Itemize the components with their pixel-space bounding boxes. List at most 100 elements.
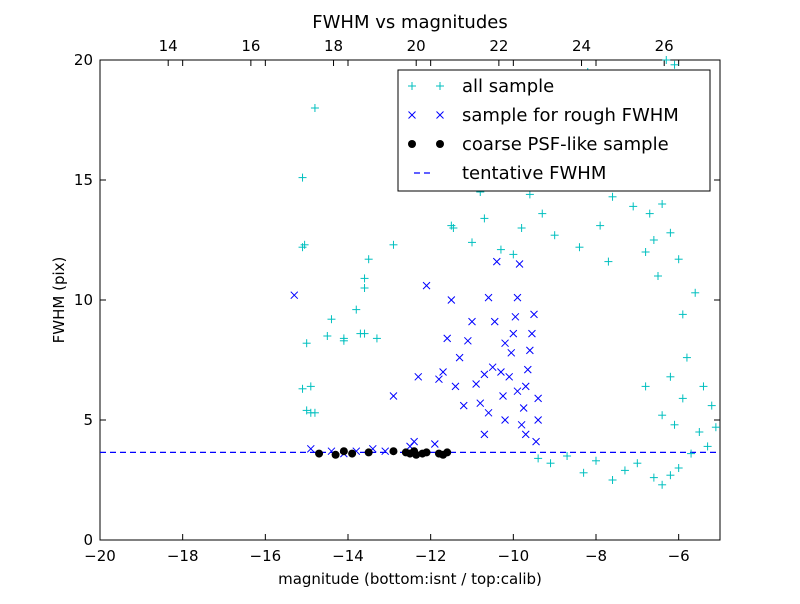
data-point bbox=[513, 387, 522, 396]
data-point bbox=[501, 339, 509, 348]
data-point bbox=[666, 372, 675, 381]
y-axis-ticks: 0 5 10 15 20 bbox=[74, 51, 720, 549]
legend-label: sample for rough FWHM bbox=[462, 105, 679, 126]
data-point bbox=[575, 243, 584, 252]
x-axis-label: magnitude (bottom:isnt / top:calib) bbox=[278, 570, 542, 588]
data-point bbox=[449, 224, 458, 232]
data-point bbox=[476, 399, 485, 408]
data-point bbox=[563, 452, 572, 460]
data-point bbox=[620, 466, 629, 475]
data-point bbox=[521, 430, 530, 439]
top-tick-label: 20 bbox=[407, 37, 426, 55]
data-point bbox=[414, 372, 423, 381]
data-point bbox=[658, 480, 667, 489]
data-point bbox=[511, 312, 520, 321]
data-point bbox=[389, 392, 398, 400]
data-point bbox=[666, 471, 675, 480]
legend-item: tentative FWHM bbox=[414, 163, 606, 184]
data-point bbox=[674, 255, 683, 264]
data-point bbox=[306, 444, 315, 453]
legend-label: all sample bbox=[462, 76, 554, 97]
data-point bbox=[678, 310, 687, 319]
data-point bbox=[674, 464, 683, 472]
data-point bbox=[480, 430, 489, 439]
data-point bbox=[579, 468, 588, 477]
data-point bbox=[480, 370, 489, 379]
data-point bbox=[464, 336, 472, 345]
top-tick-label: 24 bbox=[572, 37, 591, 55]
data-point bbox=[534, 454, 543, 463]
data-point bbox=[658, 411, 667, 420]
data-point bbox=[517, 420, 526, 429]
data-point bbox=[496, 245, 505, 254]
legend-marker bbox=[408, 82, 416, 90]
data-point bbox=[501, 416, 509, 424]
data-point bbox=[430, 440, 439, 448]
data-point bbox=[364, 448, 373, 457]
data-point bbox=[711, 423, 720, 432]
data-point bbox=[658, 200, 667, 208]
data-point bbox=[523, 365, 532, 374]
data-point bbox=[641, 382, 650, 391]
data-point bbox=[695, 428, 704, 436]
data-point bbox=[546, 459, 555, 468]
data-point bbox=[666, 228, 675, 237]
data-point bbox=[707, 401, 716, 410]
chart-title: FWHM vs magnitudes bbox=[312, 12, 507, 33]
data-point bbox=[492, 257, 501, 266]
data-point bbox=[468, 238, 476, 247]
data-point bbox=[687, 449, 696, 458]
data-point bbox=[530, 310, 538, 319]
data-point bbox=[323, 332, 332, 340]
series-coarse-psf-like-sample bbox=[315, 447, 452, 459]
series-sample-for-rough-fwhm bbox=[290, 257, 542, 458]
data-point bbox=[302, 406, 311, 415]
data-point bbox=[447, 296, 456, 304]
data-point bbox=[670, 60, 679, 69]
data-point bbox=[488, 363, 497, 372]
data-point bbox=[339, 336, 348, 345]
data-point bbox=[315, 449, 324, 458]
y-tick-label: 15 bbox=[74, 171, 93, 189]
data-point bbox=[604, 257, 613, 266]
data-point bbox=[484, 293, 493, 302]
data-point bbox=[645, 209, 654, 218]
data-point bbox=[682, 353, 691, 362]
legend-marker bbox=[436, 82, 444, 90]
legend-item: all sample bbox=[408, 76, 554, 97]
data-point bbox=[532, 437, 540, 446]
data-point bbox=[633, 459, 642, 468]
data-point bbox=[439, 368, 447, 376]
top-tick-label: 18 bbox=[324, 37, 343, 55]
x-tick-label: −6 bbox=[668, 547, 690, 565]
x-tick-label: −16 bbox=[250, 547, 282, 565]
y-tick-label: 5 bbox=[83, 411, 93, 429]
data-point bbox=[670, 420, 679, 429]
data-point bbox=[528, 329, 536, 338]
data-point bbox=[389, 447, 398, 456]
data-point bbox=[372, 334, 381, 343]
top-x-axis-ticks: 14 16 18 20 22 24 26 bbox=[159, 37, 674, 66]
legend-label: coarse PSF-like sample bbox=[462, 134, 669, 155]
data-point bbox=[596, 221, 605, 230]
data-point bbox=[310, 104, 319, 112]
legend: all sample sample for rough FWHM coarse PS… bbox=[397, 69, 711, 192]
legend-item: sample for rough FWHM bbox=[408, 105, 679, 126]
data-point bbox=[410, 437, 418, 446]
data-point bbox=[422, 448, 431, 457]
data-point bbox=[550, 231, 559, 240]
data-point bbox=[435, 375, 443, 384]
data-point bbox=[497, 368, 505, 376]
data-point bbox=[302, 339, 311, 348]
y-tick-label: 20 bbox=[74, 51, 93, 69]
data-point bbox=[389, 240, 398, 249]
legend-box bbox=[397, 69, 711, 192]
x-tick-label: −12 bbox=[415, 547, 447, 565]
y-tick-label: 10 bbox=[74, 291, 93, 309]
data-point bbox=[649, 473, 658, 482]
data-point bbox=[339, 447, 348, 456]
data-point bbox=[509, 250, 518, 259]
data-point bbox=[519, 404, 528, 412]
data-point bbox=[490, 317, 499, 326]
